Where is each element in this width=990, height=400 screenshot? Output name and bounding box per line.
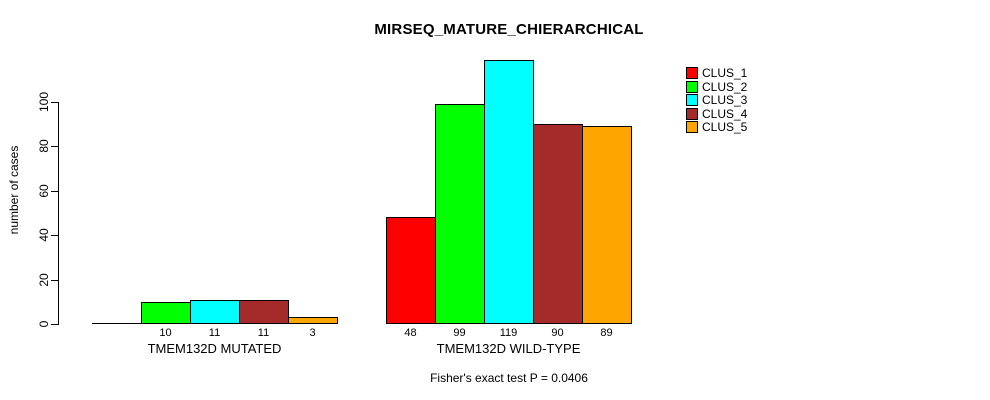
fisher-test-note: Fisher's exact test P = 0.0406 xyxy=(430,371,588,385)
bar-value-label: 48 xyxy=(404,327,417,339)
bar-value-label: 11 xyxy=(208,327,221,339)
y-axis-tick xyxy=(51,280,58,281)
legend-swatch-icon xyxy=(686,80,698,93)
bar-value-label: 89 xyxy=(600,327,613,339)
y-axis-tick xyxy=(51,235,58,236)
y-axis-tick xyxy=(51,146,58,147)
bar-clus_2 xyxy=(435,104,485,324)
legend-swatch-icon xyxy=(686,67,698,79)
y-axis-tick xyxy=(51,324,58,325)
legend-item-clus_5: CLUS_5 xyxy=(686,121,747,133)
legend-label: CLUS_5 xyxy=(702,120,748,134)
y-axis-label: number of cases xyxy=(7,145,21,235)
bar-clus_4 xyxy=(533,124,583,324)
legend-label: CLUS_1 xyxy=(702,66,748,80)
x-group-label: TMEM132D MUTATED xyxy=(147,341,282,356)
bar-clus_3 xyxy=(484,60,534,324)
legend-label: CLUS_3 xyxy=(702,93,748,107)
y-axis-tick xyxy=(51,102,58,103)
y-axis-tick xyxy=(51,191,58,192)
legend-label: CLUS_2 xyxy=(702,79,748,94)
bar-clus_1-zero xyxy=(92,323,142,324)
x-group-label: TMEM132D WILD-TYPE xyxy=(436,341,581,356)
y-axis-tick-label: 60 xyxy=(37,184,51,198)
y-axis-tick-label: 0 xyxy=(37,320,51,328)
bar-clus_1 xyxy=(386,217,436,324)
bar-clus_4 xyxy=(239,300,289,324)
legend-swatch-icon xyxy=(686,121,698,133)
y-axis-tick-label: 40 xyxy=(37,228,51,242)
bar-clus_3 xyxy=(190,300,240,324)
y-axis-tick-label: 20 xyxy=(37,273,51,287)
y-axis-line xyxy=(58,102,59,325)
bar-value-label: 11 xyxy=(257,327,270,339)
bar-value-label: 10 xyxy=(159,327,172,339)
legend-label: CLUS_4 xyxy=(702,106,748,121)
legend-item-clus_4: CLUS_4 xyxy=(686,106,748,121)
legend-swatch-icon xyxy=(686,94,698,106)
bar-value-label: 119 xyxy=(499,327,518,339)
bar-value-label: 90 xyxy=(551,327,564,339)
bar-clus_2 xyxy=(141,302,191,324)
y-axis-tick-label: 100 xyxy=(37,91,51,113)
y-axis-tick-label: 80 xyxy=(37,139,51,153)
bar-clus_5 xyxy=(288,317,338,324)
legend-item-clus_1: CLUS_1 xyxy=(686,67,747,79)
legend-item-clus_3: CLUS_3 xyxy=(686,94,747,106)
chart-title: MIRSEQ_MATURE_CHIERARCHICAL xyxy=(374,21,644,38)
legend-swatch-icon xyxy=(686,107,698,120)
legend-item-clus_2: CLUS_2 xyxy=(686,79,748,94)
bar-value-label: 3 xyxy=(309,327,316,339)
bar-clus_5 xyxy=(582,126,632,324)
bar-value-label: 99 xyxy=(453,327,466,339)
